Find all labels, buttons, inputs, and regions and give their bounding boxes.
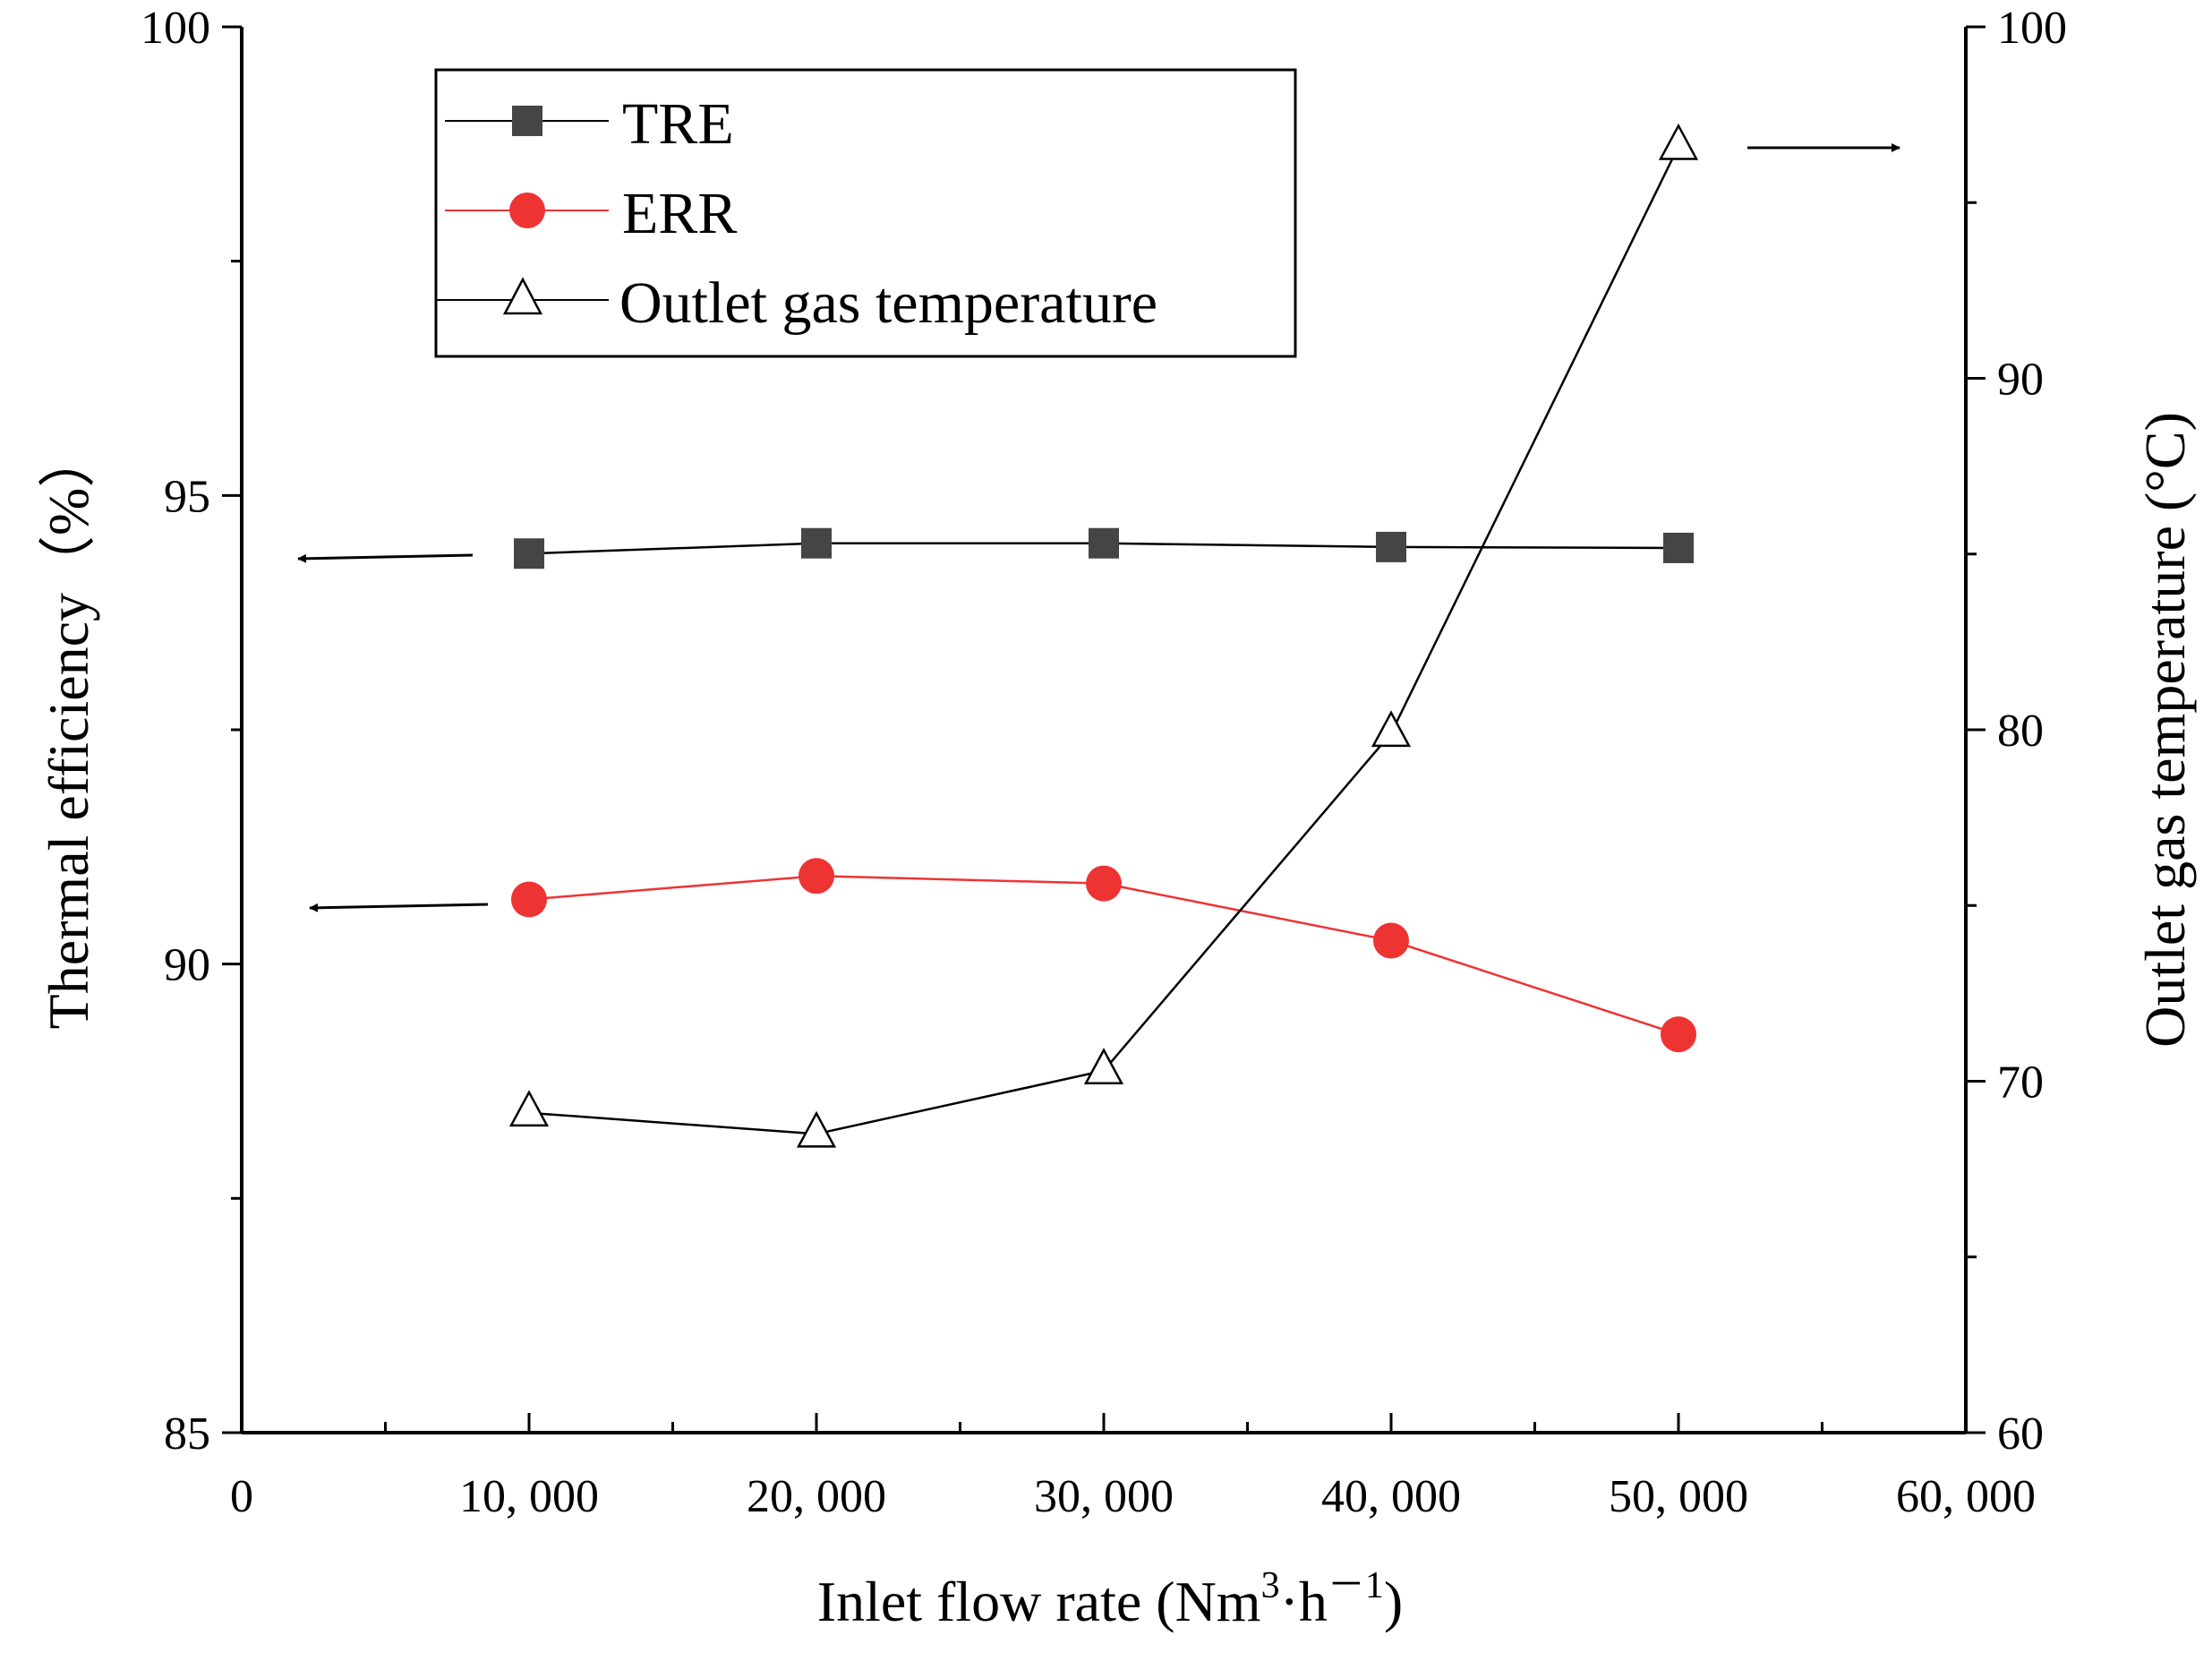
legend-tre-marker	[512, 106, 542, 136]
x-axis-title: Inlet flow rate (Nm3·h－1)	[817, 1565, 1403, 1633]
outlet-gas-temperature-point	[1083, 1048, 1124, 1084]
outlet-gas-temperature-point	[1371, 710, 1412, 748]
ticks	[222, 25, 1986, 1434]
legend: TRE ERR Outlet gas temperature	[434, 68, 1297, 358]
x-tick-label: 60, 000	[1896, 1471, 2036, 1522]
left-y-tick-label: 85	[164, 1408, 210, 1460]
err-point	[511, 881, 547, 918]
err-point	[799, 858, 834, 895]
x-tick-label: 20, 000	[747, 1471, 886, 1522]
legend-temperature-marker	[502, 277, 543, 315]
legend-err-marker	[509, 193, 545, 228]
right-y-axis-title: Outlet gas temperature (°C)	[2133, 412, 2197, 1048]
tre-point	[801, 527, 832, 559]
tre-point	[1376, 531, 1406, 562]
x-tick-label: 50, 000	[1609, 1471, 1748, 1522]
legend-err-label: ERR	[622, 181, 737, 246]
x-tick-label: 30, 000	[1034, 1471, 1174, 1522]
legend-tre-label: TRE	[622, 91, 734, 157]
right-y-tick-label: 60	[1997, 1408, 2044, 1460]
x-tick-label: 0	[230, 1471, 253, 1522]
x-axis-title-end: )	[1384, 1570, 1403, 1633]
legend-box	[434, 68, 1297, 358]
legend-temperature-label: Outlet gas temperature	[619, 270, 1157, 336]
x-tick-label: 40, 000	[1321, 1471, 1461, 1522]
legend-entry-temperature: Outlet gas temperature	[436, 270, 1157, 336]
left-y-tick-label: 95	[164, 471, 210, 522]
legend-entry-tre: TRE	[445, 91, 734, 157]
outlet-gas-temperature-point	[508, 1090, 550, 1127]
right-y-tick-label: 90	[1997, 355, 2044, 406]
outlet-gas-temperature-point	[796, 1110, 837, 1148]
tre-point	[1663, 532, 1694, 563]
tre-point	[514, 538, 544, 569]
left-y-tick-label: 100	[141, 3, 210, 54]
tre-arrow	[297, 553, 474, 563]
left-y-tick-label: 90	[164, 940, 210, 991]
x-axis-title-mid: ·h	[1280, 1570, 1328, 1633]
err-point	[1661, 1016, 1696, 1053]
x-axis-title-sup2: －1	[1328, 1565, 1384, 1606]
right-y-tick-label: 70	[1997, 1057, 2044, 1109]
right-y-tick-label: 100	[1997, 3, 2067, 54]
x-tick-label: 10, 000	[459, 1471, 599, 1522]
x-axis-title-main: Inlet flow rate (Nm	[817, 1570, 1261, 1633]
axis-arrows	[297, 143, 1900, 912]
err-arrow	[309, 903, 489, 912]
legend-entry-err: ERR	[445, 181, 737, 246]
tick-labels: 0 10, 000 20, 000 30, 000 40, 000 50, 000 60, …	[141, 3, 2067, 1522]
tre-point	[1089, 527, 1119, 559]
right-y-tick-label: 80	[1997, 706, 2044, 757]
err-point	[1086, 865, 1122, 902]
series-markers	[508, 123, 1699, 1148]
outlet-gas-temperature-point	[1658, 123, 1699, 160]
err-point	[1373, 922, 1409, 959]
x-axis-title-sup: 3	[1261, 1565, 1280, 1606]
left-y-axis-title: Thermal efficiency（%）	[37, 431, 100, 1030]
